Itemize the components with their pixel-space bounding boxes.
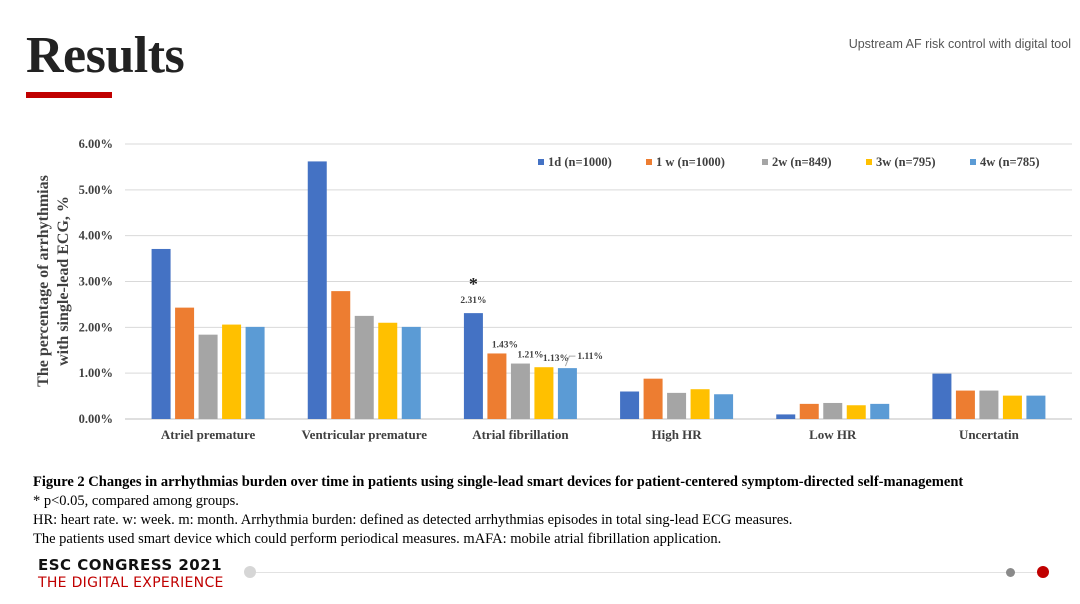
y-tick-label: 4.00% <box>79 229 113 243</box>
title-underline <box>26 92 112 98</box>
bar <box>557 368 577 419</box>
bar <box>1026 395 1046 419</box>
data-label: 1.13% <box>543 354 569 364</box>
legend-swatch <box>762 159 768 165</box>
bar <box>955 390 975 419</box>
caption-figure-line: Figure 2 Changes in arrhythmias burden o… <box>33 474 964 490</box>
figure-caption: Figure 2 Changes in arrhythmias burden o… <box>33 473 1073 549</box>
bar <box>245 326 265 419</box>
legend-swatch <box>538 159 544 165</box>
bar <box>354 315 374 419</box>
caption-significance-note: * p<0.05, compared among groups. <box>33 493 239 509</box>
y-tick-label: 6.00% <box>79 137 113 151</box>
slide-subtitle: Upstream AF risk control with digital to… <box>848 37 1071 51</box>
y-tick-label: 0.00% <box>79 412 113 426</box>
bar <box>714 394 734 419</box>
bar <box>1002 395 1022 419</box>
legend-label: 3w (n=795) <box>876 155 936 169</box>
bar <box>463 313 483 419</box>
data-label: 1.43% <box>492 340 518 350</box>
bar <box>979 390 999 419</box>
bar <box>198 334 218 419</box>
bar <box>151 248 171 419</box>
data-label: 1.11% <box>577 352 603 362</box>
bar <box>799 403 819 419</box>
bar <box>932 373 952 419</box>
congress-logo: ESC CONGRESS 2021 THE DIGITAL EXPERIENCE <box>38 556 224 591</box>
data-label: 2.31% <box>460 296 486 306</box>
caption-abbreviations: HR: heart rate. w: week. m: month. Arrhy… <box>33 512 793 528</box>
congress-name: ESC CONGRESS 2021 <box>38 556 223 574</box>
bar <box>401 326 421 419</box>
bar <box>378 322 398 419</box>
x-category-label: Low HR <box>809 427 857 442</box>
bar-chart: 0.00% 1.00% 2.00% 3.00% 4.00% 5.00% 6.00% The p… <box>35 137 1072 442</box>
footer-divider <box>252 572 1042 573</box>
bar <box>534 367 554 419</box>
bar <box>846 405 866 419</box>
bar <box>776 414 796 419</box>
y-axis-title-line2: with single-lead ECG, % <box>55 196 72 366</box>
bar <box>487 353 507 419</box>
y-tick-label: 1.00% <box>79 366 113 380</box>
bar <box>643 378 663 419</box>
x-category-label: High HR <box>651 427 702 442</box>
bar <box>620 391 640 419</box>
x-category-label: Atriel premature <box>161 427 256 442</box>
bar <box>222 324 242 419</box>
y-axis-title-line1: The percentage of arrhythmias <box>35 175 52 387</box>
legend-label: 1d (n=1000) <box>548 155 612 169</box>
legend-swatch <box>970 159 976 165</box>
legend-label: 1 w (n=1000) <box>656 155 725 169</box>
legend-swatch <box>866 159 872 165</box>
bar <box>823 402 843 419</box>
x-category-label: Ventricular premature <box>301 427 427 442</box>
data-label: 1.21% <box>517 351 543 361</box>
bar <box>307 161 327 419</box>
progress-dot-current <box>1037 566 1049 578</box>
y-tick-label: 2.00% <box>79 320 113 334</box>
page-title: Results <box>26 27 185 84</box>
caption-device-note: The patients used smart device which cou… <box>33 531 722 547</box>
progress-dot-mid <box>1006 568 1015 577</box>
bar <box>870 403 890 419</box>
legend-swatch <box>646 159 652 165</box>
significance-marker: * <box>469 274 478 294</box>
congress-tagline: THE DIGITAL EXPERIENCE <box>38 575 224 591</box>
x-category-label: Atrial fibrillation <box>472 427 569 442</box>
legend-label: 2w (n=849) <box>772 155 832 169</box>
y-tick-label: 5.00% <box>79 183 113 197</box>
bar <box>331 291 351 419</box>
data-label-leader <box>564 355 576 367</box>
progress-dot-start <box>244 566 256 578</box>
bar <box>667 392 687 419</box>
bar <box>510 363 530 419</box>
x-category-label: Uncertatin <box>959 427 1020 442</box>
legend-label: 4w (n=785) <box>980 155 1040 169</box>
bar <box>175 307 195 419</box>
y-tick-label: 3.00% <box>79 275 113 289</box>
bar <box>690 389 710 419</box>
